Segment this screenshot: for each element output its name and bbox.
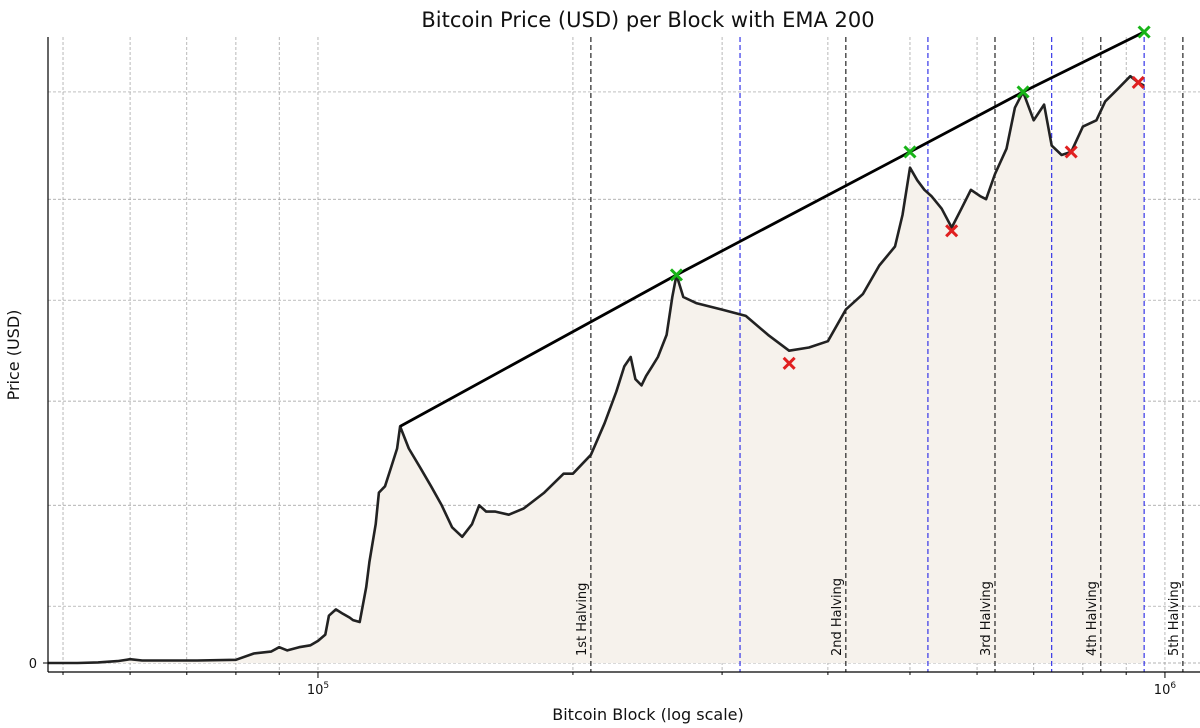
peak-marker-stroke [903, 145, 917, 159]
y-tick-label: 0 [29, 657, 37, 672]
trough-marker-stroke [1064, 145, 1078, 159]
x-tick-label: 105 [307, 681, 329, 698]
peak-marker [903, 145, 917, 159]
halving-label: 5th Halving [1167, 581, 1182, 656]
x-tick-exponent: 6 [1170, 681, 1176, 691]
trough-marker [1131, 75, 1145, 90]
trough-marker [945, 224, 959, 238]
halving-lines: 1st Halving 2nd Halving 3rd Halving 4th Hal… [575, 37, 1184, 672]
x-tick-exponent: 5 [323, 681, 329, 691]
axes [47, 37, 1200, 673]
peak-marker-stroke [1137, 25, 1151, 39]
peak-marker-stroke [1016, 85, 1030, 99]
x-axis-label: Bitcoin Block (log scale) [552, 705, 744, 724]
peak-marker-stroke [669, 268, 684, 282]
price-area [48, 76, 1145, 663]
chart-title: Bitcoin Price (USD) per Block with EMA 2… [421, 8, 874, 32]
peak-marker [1137, 25, 1151, 39]
y-ticks: 0 [29, 657, 48, 672]
y-axis-label: Price (USD) [4, 310, 23, 401]
x-ticks: 105 106 [62, 672, 1177, 698]
price-line [48, 74, 1145, 665]
trough-marker-stroke [1131, 75, 1145, 90]
markers [669, 25, 1151, 370]
halving-label: 1st Halving [575, 583, 590, 656]
peak-marker [1016, 85, 1030, 99]
area-fill [48, 76, 1145, 663]
trough-marker-stroke [945, 224, 959, 238]
x-tick-base: 10 [307, 683, 324, 698]
halving-label: 4th Halving [1085, 581, 1100, 656]
trough-marker [782, 356, 796, 370]
x-tick-label: 106 [1154, 681, 1177, 698]
trough-marker-stroke [782, 356, 796, 370]
peak-marker [669, 268, 684, 282]
halving-label: 2nd Halving [830, 578, 845, 656]
trough-marker [1064, 145, 1078, 159]
x-tick-base: 10 [1154, 683, 1171, 698]
price-series [48, 74, 1145, 665]
halving-label: 3rd Halving [979, 581, 994, 656]
